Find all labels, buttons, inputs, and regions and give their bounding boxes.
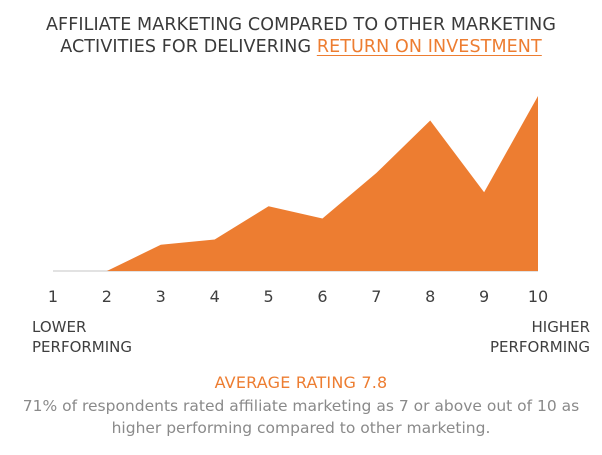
data-point — [213, 238, 217, 242]
data-point — [267, 204, 271, 208]
title-line-2: ACTIVITIES FOR DELIVERING RETURN ON INVE… — [0, 36, 602, 58]
title-line-2-prefix: ACTIVITIES FOR DELIVERING — [60, 37, 317, 57]
data-point — [320, 217, 324, 221]
average-rating: AVERAGE RATING 7.8 — [214, 373, 388, 392]
title-highlight: RETURN ON INVESTMENT — [316, 37, 542, 57]
data-point — [159, 243, 163, 247]
data-point — [374, 171, 378, 175]
data-point — [105, 269, 109, 273]
title-line-1: AFFILIATE MARKETING COMPARED TO OTHER MA… — [45, 15, 557, 35]
data-point — [428, 119, 432, 123]
data-point — [482, 190, 486, 194]
data-point — [51, 269, 55, 273]
summary-note: 71% of respondents rated affiliate marke… — [22, 397, 580, 437]
data-point — [536, 94, 540, 98]
x-tick-label: 9 — [479, 287, 489, 306]
higher-performing-label: HIGHER PERFORMING — [490, 317, 590, 357]
chart-marks — [51, 94, 540, 273]
lower-label-line-2: PERFORMING — [32, 338, 133, 356]
x-tick-label: 1 — [48, 287, 58, 306]
higher-label-line-1: HIGHER — [531, 318, 590, 336]
lower-label-line-1: LOWER — [32, 318, 87, 336]
x-tick-label: 4 — [210, 287, 220, 306]
higher-label-line-2: PERFORMING — [489, 338, 590, 356]
x-tick-label: 8 — [425, 287, 435, 306]
chart-title: AFFILIATE MARKETING COMPARED TO OTHER MA… — [0, 14, 602, 58]
x-axis-ticks: 1 2 3 4 5 6 7 8 9 10 — [48, 287, 548, 306]
lower-performing-label: LOWER PERFORMING — [32, 317, 132, 357]
x-tick-label: 7 — [371, 287, 381, 306]
x-tick-label: 2 — [102, 287, 112, 306]
x-tick-label: 6 — [317, 287, 327, 306]
area-series — [53, 96, 538, 271]
x-tick-label: 3 — [156, 287, 166, 306]
x-tick-label: 10 — [528, 287, 548, 306]
x-tick-label: 5 — [263, 287, 273, 306]
